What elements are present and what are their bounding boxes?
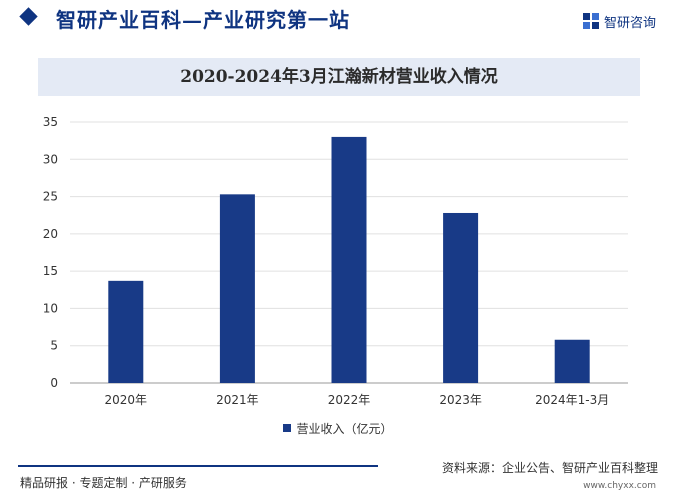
bar-chart: 0 5 10 15 20 25 30 35 2020年 2021年 2022年 2023年 2024年1…: [43, 115, 628, 407]
x-tick-label: 2020年: [105, 393, 148, 407]
y-tick-label: 25: [43, 190, 58, 204]
brand-logo-icon: [582, 13, 599, 29]
bar: [108, 280, 144, 383]
x-tick-label: 2021年: [216, 393, 259, 407]
footer-divider: [18, 465, 378, 467]
chart-title: 2020-2024年3月江瀚新材营业收入情况: [180, 67, 498, 87]
y-tick-label: 5: [50, 339, 58, 353]
y-tick-label: 15: [43, 264, 58, 278]
diamond-icon: [19, 7, 38, 26]
brand[interactable]: 智研咨询: [582, 11, 656, 31]
site-title: 智研产业百科—产业研究第一站: [56, 8, 350, 32]
y-tick-label: 0: [50, 376, 58, 390]
chart-title-bar: 2020-2024年3月江瀚新材营业收入情况: [38, 58, 640, 96]
y-tick-label: 35: [43, 115, 58, 129]
legend-label: 营业收入（亿元）: [296, 421, 393, 436]
brand-name: 智研咨询: [603, 15, 656, 31]
legend-swatch: [283, 424, 292, 432]
bar: [219, 194, 255, 383]
chart-legend: 营业收入（亿元）: [0, 418, 676, 438]
site-url[interactable]: www.chyxx.com: [583, 481, 656, 491]
footer-services: 精品研报 · 专题定制 · 产研服务: [20, 476, 187, 490]
bar: [554, 339, 590, 383]
bar: [443, 212, 479, 383]
data-source: 资料来源：企业公告、智研产业百科整理: [441, 461, 658, 475]
y-tick-label: 30: [43, 152, 58, 166]
x-tick-label: 2023年: [439, 393, 482, 407]
x-tick-label: 2022年: [328, 393, 371, 407]
y-tick-label: 10: [43, 301, 58, 315]
bar: [331, 136, 367, 383]
x-tick-label: 2024年1-3月: [535, 393, 609, 407]
y-tick-label: 20: [43, 227, 58, 241]
page-header: 智研产业百科—产业研究第一站 智研咨询: [0, 0, 676, 40]
